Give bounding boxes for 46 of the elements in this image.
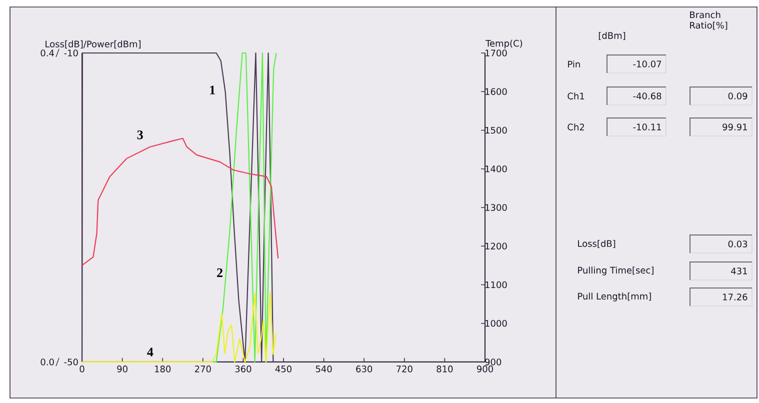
y2-tick-label: 1000 bbox=[486, 320, 507, 327]
x-tick-label: 180 bbox=[155, 366, 171, 372]
y2-axis-title: Temp(C) bbox=[486, 40, 522, 48]
series-label: 4 bbox=[147, 348, 154, 356]
x-tick-label: 720 bbox=[396, 366, 412, 372]
y2-tick-label: 1100 bbox=[486, 281, 507, 288]
series-label: 3 bbox=[137, 130, 143, 140]
series-label: 1 bbox=[210, 86, 215, 94]
text: 99.91 bbox=[722, 124, 747, 130]
y2-tick-label: 1300 bbox=[486, 204, 507, 211]
text: 0.09 bbox=[728, 92, 748, 100]
y-axis-title: Loss[dB]/Power[dBm] bbox=[46, 40, 141, 48]
text: -10.11 bbox=[633, 124, 661, 130]
text: [dBm] bbox=[598, 32, 626, 40]
text: Ch2 bbox=[568, 124, 584, 130]
series-label: 2 bbox=[217, 268, 222, 277]
text: Pull Length[mm] bbox=[578, 292, 651, 302]
y3-tick-label: 0.4 bbox=[40, 50, 54, 56]
y2-tick-label: 1500 bbox=[486, 126, 507, 134]
text: Loss[dB] bbox=[578, 240, 616, 248]
x-tick-label: 900 bbox=[476, 366, 493, 372]
y2-tick-label: 1600 bbox=[486, 88, 507, 96]
y2-tick-label: 900 bbox=[485, 358, 502, 366]
text: Pin bbox=[568, 60, 580, 68]
x-tick-label: 360 bbox=[235, 366, 252, 372]
x-tick-label: 630 bbox=[356, 366, 372, 372]
text: Pulling Time[sec] bbox=[578, 266, 654, 276]
x-tick-label: 810 bbox=[436, 366, 453, 372]
y2-tick-label: 1400 bbox=[486, 165, 507, 172]
x-tick-label: 270 bbox=[194, 366, 211, 372]
text: Ch1 bbox=[568, 92, 584, 100]
y-tick-label: -50 bbox=[64, 358, 78, 366]
x-tick-label: 450 bbox=[275, 366, 292, 372]
x-tick-label: 540 bbox=[316, 366, 332, 372]
text: 0.03 bbox=[728, 240, 748, 248]
y3-tick-label: 0.0 bbox=[40, 358, 54, 366]
text: Branch Ratio[%] bbox=[690, 11, 728, 30]
text: -10.07 bbox=[633, 60, 662, 68]
text: 17.26 bbox=[723, 294, 748, 300]
y2-tick-label: 1700 bbox=[486, 50, 507, 56]
x-tick-label: 0 bbox=[80, 366, 84, 372]
text: -40.68 bbox=[633, 92, 662, 100]
y2-tick-label: 1200 bbox=[486, 242, 507, 250]
y-tick-label: -10 bbox=[64, 50, 78, 56]
text: 431 bbox=[731, 268, 747, 274]
x-tick-label: 90 bbox=[117, 366, 128, 372]
